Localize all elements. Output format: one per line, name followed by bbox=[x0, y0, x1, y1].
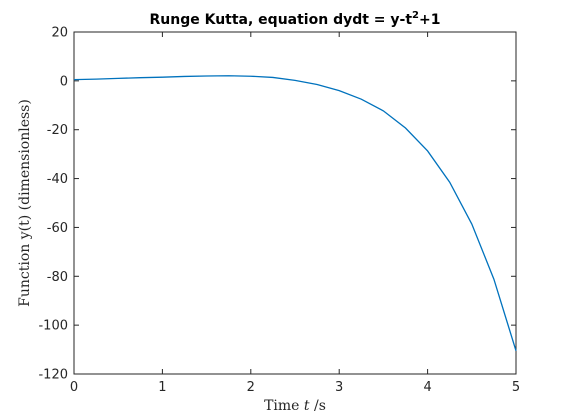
x-axis-label-prefix: Time bbox=[264, 398, 304, 414]
y-tick-label: -40 bbox=[47, 172, 68, 187]
y-tick-label: 0 bbox=[60, 74, 68, 89]
x-axis-label-suffix: /s bbox=[310, 398, 326, 414]
y-tick-label: -80 bbox=[47, 270, 68, 285]
axis-ticks bbox=[73, 31, 517, 375]
chart-title-main: Runge Kutta, equation dydt = y-t bbox=[149, 12, 412, 28]
plot-area bbox=[73, 31, 517, 375]
x-tick-label: 3 bbox=[335, 380, 343, 395]
chart-title-superscript: 2 bbox=[412, 10, 419, 21]
x-tick-label: 0 bbox=[70, 380, 78, 395]
y-tick-label: -120 bbox=[38, 368, 68, 383]
data-line bbox=[73, 75, 517, 351]
x-tick-label: 1 bbox=[158, 380, 166, 395]
x-axis-label: Time t /s bbox=[264, 398, 326, 414]
y-tick-label: -100 bbox=[38, 319, 68, 334]
y-tick-label: -20 bbox=[47, 123, 68, 138]
x-tick-label: 4 bbox=[423, 380, 431, 395]
axis-tick-labels: 0 1 2 3 4 5 20 0 -20 -40 -60 -80 -100 -120 bbox=[38, 26, 520, 396]
x-tick-label: 5 bbox=[512, 380, 520, 395]
chart-title-tail: +1 bbox=[419, 12, 440, 28]
x-axis-label-variable: t bbox=[304, 398, 310, 414]
chart-title: Runge Kutta, equation dydt = y-t2+1 bbox=[149, 10, 440, 28]
y-tick-label: -60 bbox=[47, 221, 68, 236]
y-axis-label: Function y(t) (dimensionless) bbox=[17, 99, 33, 307]
x-tick-label: 2 bbox=[247, 380, 255, 395]
y-tick-label: 20 bbox=[51, 26, 68, 41]
